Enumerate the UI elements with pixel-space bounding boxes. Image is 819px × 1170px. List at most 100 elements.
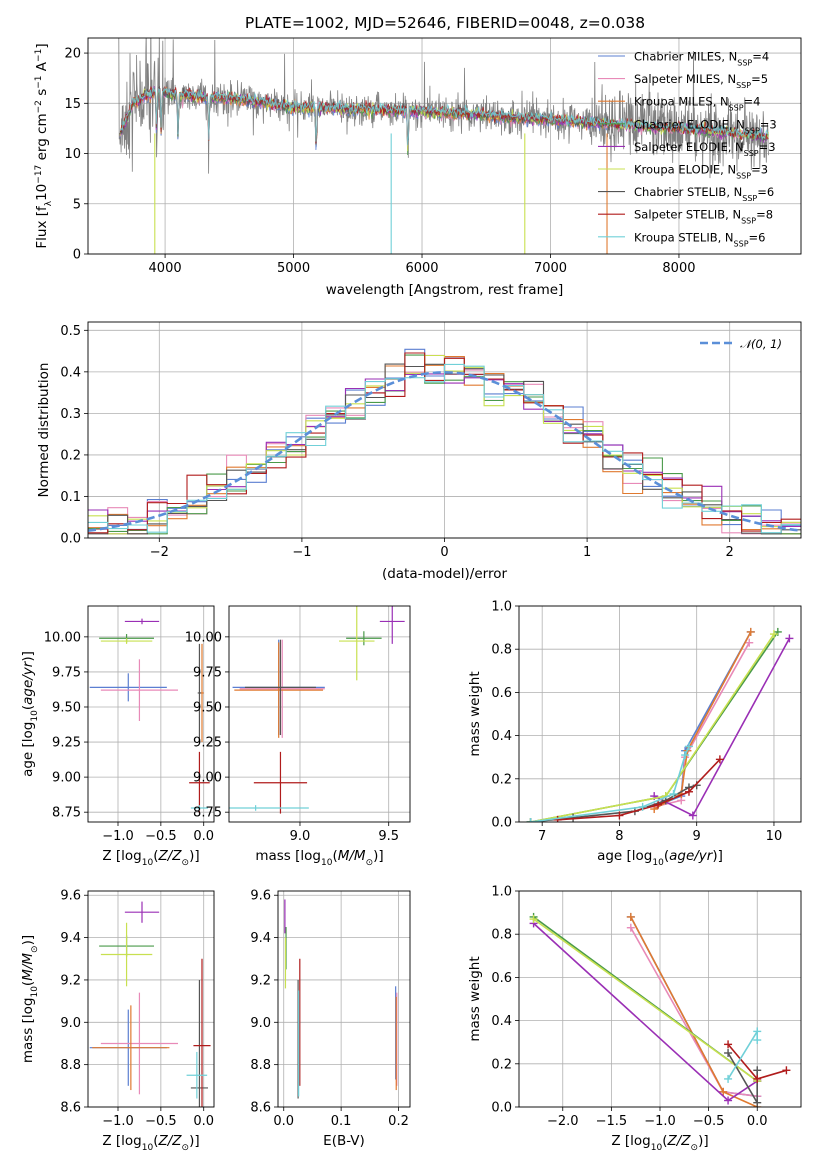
weight-marker [684, 742, 693, 751]
axes-frame [228, 605, 411, 823]
error-bar-point [190, 979, 208, 1107]
label-part: ( [20, 981, 36, 986]
legend-count: =8 [756, 208, 773, 222]
y-tick-label: 8.75 [52, 806, 81, 821]
weight-marker [654, 800, 663, 809]
y-tick-label: 1.0 [491, 600, 512, 615]
label-part: λ [44, 200, 54, 206]
x-tick-label: 5000 [277, 261, 310, 276]
x-tick-label: −2 [150, 545, 169, 560]
error-bar-point [89, 673, 167, 702]
label-part: 10 [321, 858, 333, 868]
plot-area [89, 901, 211, 1107]
weight-marker [553, 815, 562, 822]
label-part: erg cm [34, 113, 50, 164]
weight-series-line [533, 918, 758, 1082]
legend-sub: SSP [744, 148, 759, 157]
y-tick-label: 0.3 [60, 407, 81, 422]
error-bar-point [100, 992, 178, 1095]
y-tick-label: 10 [64, 147, 81, 162]
label-part: age [log [597, 848, 652, 864]
axes-frame [277, 890, 411, 1108]
legend-sub: SSP [737, 58, 752, 67]
y-tick-label: 0.6 [491, 686, 512, 701]
y-tick-label: 0.0 [491, 816, 512, 831]
weight-marker [724, 1096, 733, 1105]
y-tick-label: 1.0 [491, 885, 512, 900]
y-tick-label: 0.0 [60, 532, 81, 547]
legend-entry: Kroupa ELODIE, NSSP=3 [634, 163, 768, 181]
x-tick-label: 0.1 [331, 1114, 352, 1129]
x-axis-label: Z [log10(Z/Z⊙)] [102, 848, 199, 868]
legend-sub: SSP [742, 194, 757, 203]
plot-area [526, 627, 794, 822]
legend-count: =3 [759, 140, 776, 154]
y-tick-label: 9.00 [193, 771, 222, 786]
y-tick-label: 9.75 [52, 665, 81, 680]
y-axis-label: Flux [fλ10−17 erg cm−2 s−1 A−1] [34, 43, 54, 248]
error-bar-point [190, 805, 208, 811]
x-axis-label: E(B-V) [323, 1133, 365, 1149]
y-tick-label: 0.4 [491, 729, 512, 744]
label-part: mass [log [20, 998, 36, 1064]
y-axis-label: mass [log10(M/M⊙)] [20, 935, 40, 1063]
legend-entry: Kroupa STELIB, NSSP=6 [634, 230, 765, 248]
grid [88, 891, 214, 1108]
label-part: ⊙ [30, 945, 40, 953]
x-tick-label: −1.0 [102, 829, 134, 844]
label-part: ( [20, 705, 36, 710]
y-tick-label: 9.00 [52, 771, 81, 786]
age_vs_Z-panel: −1.0 −0.5 0.0 8.75 9.00 9.25 9.50 9.75 10.00 Z [l… [20, 605, 215, 868]
spectrum-panel: 4000 5000 6000 7000 8000 0 5 10 15 20 wavelength [… [34, 37, 802, 298]
y-tick-label: 0.5 [60, 324, 81, 339]
x-tick-label: 0.0 [193, 1114, 214, 1129]
label-part: age/yr [669, 848, 714, 864]
weight-marker [785, 634, 794, 643]
weight-marker [753, 1098, 762, 1107]
legend-entry: Chabrier MILES, NSSP=4 [634, 50, 769, 68]
y-tick-label: 0.8 [491, 928, 512, 943]
y-tick-label: 5 [73, 197, 81, 212]
legend-sub: SSP [736, 81, 751, 90]
weight-marker [626, 923, 635, 932]
x-axis-label: age [log10(age/yr)] [597, 848, 723, 868]
x-tick-label: −1.5 [596, 1114, 628, 1129]
error-bar-point [234, 642, 324, 738]
plot-area [284, 899, 398, 1099]
label-part: ( [664, 848, 669, 864]
y-tick-label: 0.0 [491, 1101, 512, 1116]
label-part: mass weight [467, 956, 483, 1041]
residuals-panel: −2 −1 0 1 2 0.0 0.1 0.2 0.3 0.4 0.5 (data-model)/er… [36, 321, 802, 582]
x-tick-label: 0.0 [193, 829, 214, 844]
residual-histogram [88, 363, 801, 534]
legend-entry: Salpeter MILES, NSSP=5 [634, 72, 768, 90]
y-tick-label: 0.2 [60, 448, 81, 463]
weight-marker [719, 1087, 728, 1096]
label-part: (data-model)/error [382, 566, 508, 582]
label-part: ( [153, 848, 158, 864]
label-part: s [34, 89, 50, 100]
error-bar-point [339, 606, 375, 681]
weight-marker [638, 802, 647, 811]
label-part: Z [log [611, 1133, 650, 1149]
label-part: )] [189, 1133, 200, 1149]
weight-marker [753, 1027, 762, 1036]
label-part: Normed distribution [36, 363, 52, 498]
x-tick-label: 1 [583, 545, 591, 560]
weight-marker [753, 1066, 762, 1075]
legend-count: =6 [749, 230, 766, 244]
y-tick-label: 9.2 [250, 973, 271, 988]
y-tick-label: 9.50 [52, 700, 81, 715]
y-tick-label: 9.75 [193, 665, 222, 680]
x-tick-label: 0.0 [273, 1114, 294, 1129]
x-tick-label: −0.5 [693, 1114, 725, 1129]
y-tick-label: 0.6 [491, 971, 512, 986]
x-tick-label: 0.2 [388, 1114, 409, 1129]
plot-area [89, 618, 210, 814]
y-tick-label: 9.2 [60, 973, 81, 988]
y-tick-label: 9.6 [250, 889, 271, 904]
x-tick-label: 2 [726, 545, 734, 560]
weight-marker [529, 915, 538, 924]
plot-area [229, 606, 405, 814]
label-part: 10 [651, 1143, 663, 1153]
